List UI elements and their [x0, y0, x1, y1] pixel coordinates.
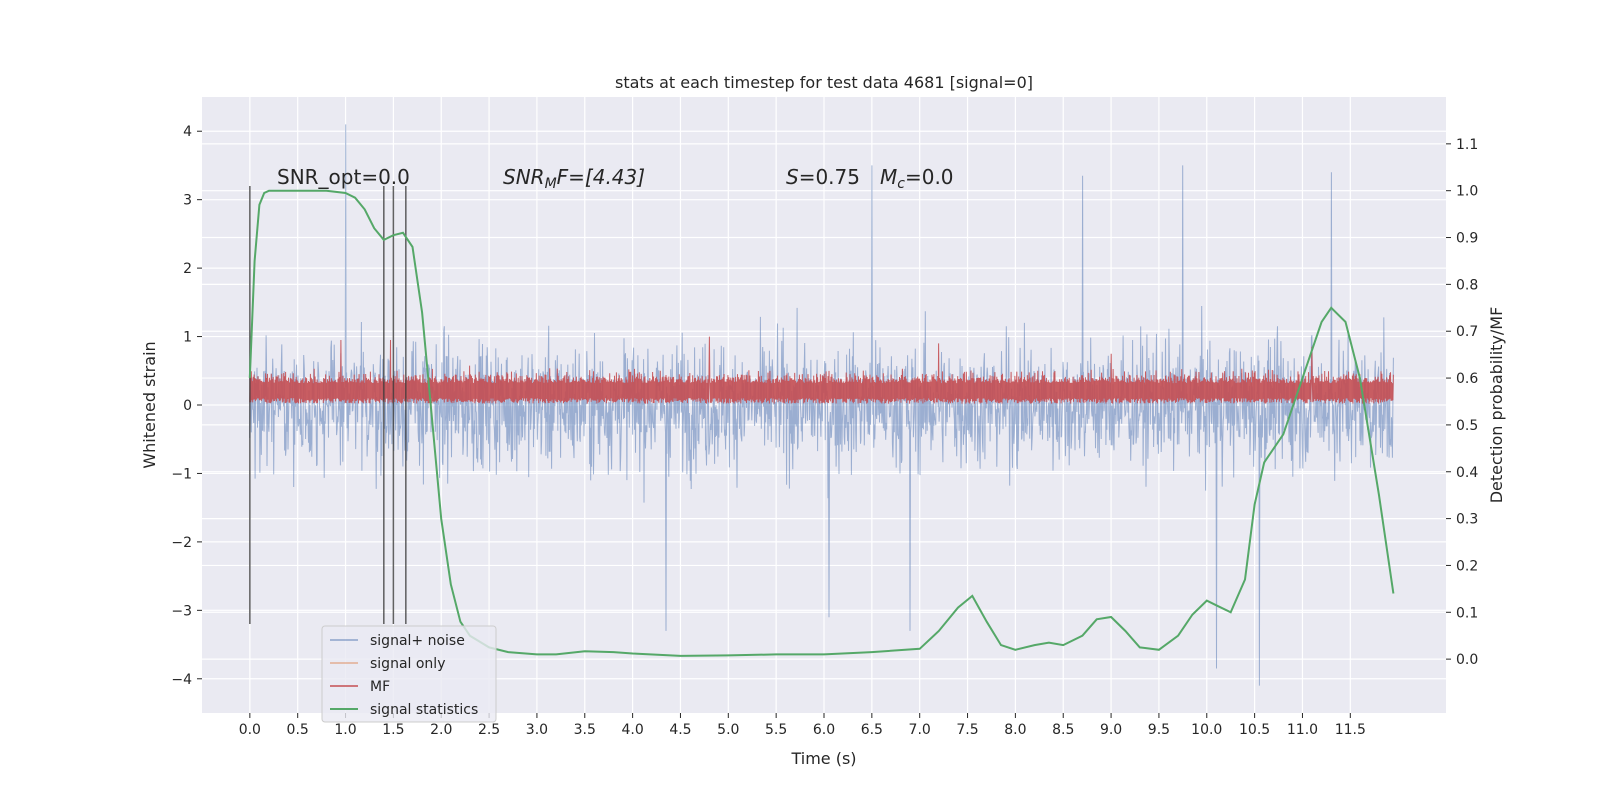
x-tick-label: 1.5	[382, 722, 404, 738]
y-tick-label: −4	[171, 672, 192, 688]
x-tick-label: 11.5	[1335, 722, 1366, 738]
y-tick-label: 1	[183, 330, 192, 346]
annotation-mc: Mc=0.0	[880, 165, 954, 192]
annotation-snr-opt: SNR_opt=0.0	[277, 165, 410, 189]
legend-box	[321, 625, 497, 723]
annotation-s: S=0.75	[786, 165, 860, 189]
y2-axis-label: Detection probability/MF	[1487, 307, 1506, 504]
annotation-snr-mf: SNRMF=[4.43]	[503, 165, 645, 192]
x-tick-label: 10.5	[1239, 722, 1270, 738]
x-tick-label: 4.0	[621, 722, 643, 738]
y-tick-label: 3	[183, 193, 192, 209]
y2-tick-label: 0.6	[1456, 371, 1478, 387]
y2-tick-label: 0.0	[1456, 652, 1478, 668]
x-tick-label: 2.0	[430, 722, 452, 738]
x-tick-label: 2.5	[478, 722, 500, 738]
x-axis-label: Time (s)	[790, 749, 856, 768]
x-tick-label: 7.0	[909, 722, 931, 738]
y2-tick-label: 0.3	[1456, 512, 1478, 528]
y2-tick-label: 0.7	[1456, 324, 1478, 340]
y2-tick-label: 0.8	[1456, 277, 1478, 293]
y-axis-ticks: 4 3 2 1 0 −1 −2 −3 −4	[171, 124, 202, 688]
y2-tick-label: 1.1	[1456, 137, 1478, 153]
y-tick-label: −2	[171, 535, 192, 551]
x-tick-label: 1.0	[334, 722, 356, 738]
y2-tick-label: 0.2	[1456, 558, 1478, 574]
series-signal-statistics-line	[248, 189, 1395, 657]
chart-title: stats at each timestep for test data 468…	[615, 73, 1033, 92]
x-axis-ticks: 0.0 0.5 1.0 1.5 2.0 2.5 3.0 3.5 4.0 4.5 5.0 5.5 6.0 6…	[239, 713, 1366, 738]
x-tick-label: 5.5	[765, 722, 787, 738]
x-tick-label: 11.0	[1287, 722, 1318, 738]
y-tick-label: 4	[183, 124, 192, 140]
x-tick-label: 9.5	[1148, 722, 1170, 738]
x-tick-label: 6.0	[813, 722, 835, 738]
x-tick-label: 0.0	[239, 722, 261, 738]
y2-axis-ticks: 1.1 1.0 0.9 0.8 0.7 0.6 0.5 0.4 0.3 0.2 0.1 0.0	[1446, 137, 1478, 668]
legend-label-mf: MF	[370, 679, 390, 695]
x-tick-label: 7.5	[956, 722, 978, 738]
x-tick-label: 3.0	[526, 722, 548, 738]
vertical-markers	[249, 185, 407, 625]
x-tick-label: 6.5	[861, 722, 883, 738]
x-tick-label: 10.0	[1191, 722, 1222, 738]
x-tick-label: 5.0	[717, 722, 739, 738]
legend-label-signal-noise: signal+ noise	[370, 633, 465, 649]
legend-label-signal-only: signal only	[370, 656, 445, 672]
x-tick-label: 8.0	[1004, 722, 1026, 738]
y2-tick-label: 1.0	[1456, 184, 1478, 200]
legend-label-signal-statistics: signal statistics	[370, 702, 478, 718]
y-tick-label: −3	[171, 603, 192, 619]
x-tick-label: 9.0	[1100, 722, 1122, 738]
y-tick-label: −1	[171, 466, 192, 482]
legend: signal+ noise signal only MF signal stat…	[321, 625, 497, 723]
series-mf-line	[249, 336, 1394, 404]
x-tick-label: 4.5	[669, 722, 691, 738]
y2-tick-label: 0.5	[1456, 418, 1478, 434]
y2-tick-label: 0.4	[1456, 465, 1478, 481]
y2-tick-label: 0.9	[1456, 231, 1478, 247]
x-tick-label: 8.5	[1052, 722, 1074, 738]
y-tick-label: 2	[183, 261, 192, 277]
y-axis-label: Whitened strain	[140, 341, 159, 468]
x-tick-label: 0.5	[287, 722, 309, 738]
x-tick-label: 3.5	[574, 722, 596, 738]
y2-tick-label: 0.1	[1456, 605, 1478, 621]
y-tick-label: 0	[183, 398, 192, 414]
